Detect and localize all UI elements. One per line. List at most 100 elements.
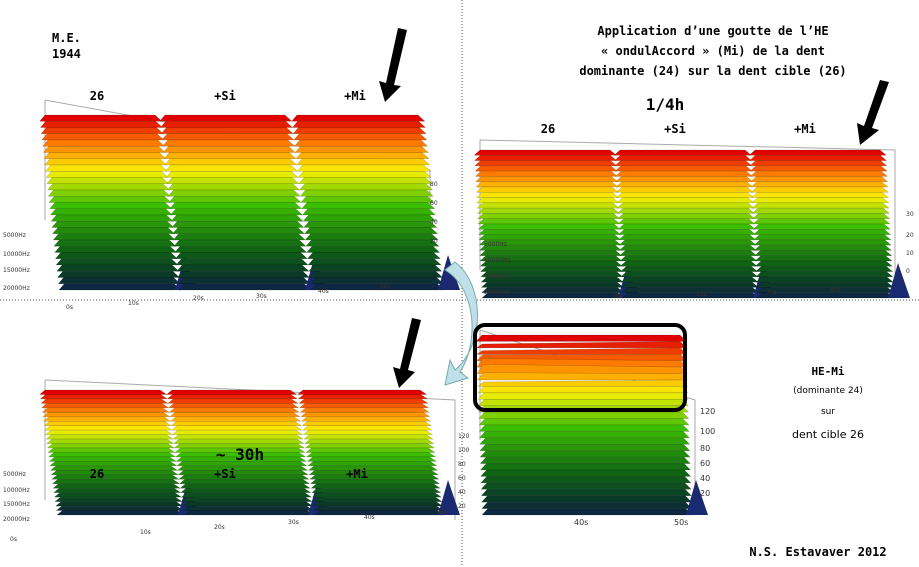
freq-tick: 10000Hz [3, 487, 30, 494]
strip [41, 407, 170, 413]
spectrogram-hump [291, 114, 460, 291]
strip [621, 292, 760, 299]
strip [749, 160, 888, 167]
strip [309, 277, 444, 284]
strip [49, 208, 173, 216]
strip [310, 483, 441, 489]
curved-arrow [444, 261, 478, 386]
highlight-box [473, 323, 687, 412]
z-tick: 60 [430, 200, 438, 207]
strip [54, 496, 183, 502]
strip [618, 244, 757, 251]
strip [42, 139, 166, 147]
strip [46, 443, 176, 449]
strip [313, 501, 444, 507]
strip [297, 389, 428, 395]
strip [306, 452, 437, 458]
time-tick: 40s [830, 287, 841, 294]
strip [755, 266, 894, 272]
strip [162, 139, 296, 147]
time-label: 1/4h [646, 95, 685, 114]
strip [39, 389, 168, 395]
strip [58, 283, 182, 291]
strip [307, 461, 438, 467]
time-tick: 10s [612, 293, 623, 300]
time-tick: 50s [436, 509, 447, 516]
z-tick: 40 [430, 219, 438, 226]
strip [45, 171, 169, 178]
strip [174, 246, 308, 253]
strip [301, 421, 432, 426]
strip [169, 416, 302, 422]
strip [305, 239, 440, 247]
freq-tick: 15000Hz [484, 273, 511, 280]
plots [39, 99, 910, 520]
strip [750, 176, 889, 182]
strip [301, 202, 436, 209]
strip [293, 133, 428, 141]
strip [170, 421, 302, 426]
strip [752, 223, 891, 230]
strip [477, 213, 621, 219]
footer: N.S. Estavaver 2012 [749, 545, 886, 559]
strip [481, 508, 693, 516]
time-tick: 0s [10, 536, 17, 543]
strip [44, 425, 173, 431]
strip [753, 229, 892, 235]
strip [48, 196, 172, 203]
strip [169, 412, 301, 417]
strip [474, 155, 618, 161]
time-tick: 20s [696, 291, 707, 298]
strip [178, 479, 311, 484]
strip [615, 176, 754, 182]
spectrogram-hump [475, 334, 708, 516]
strip [39, 121, 163, 128]
freq-tick: 10000Hz [3, 251, 30, 258]
strip [481, 501, 693, 509]
time-tick: 50s [380, 284, 391, 291]
freq-tick: 5000Hz [3, 471, 26, 478]
strip [620, 266, 759, 272]
strip [176, 264, 310, 272]
strip [312, 496, 443, 502]
strip [619, 250, 758, 256]
strip [299, 183, 434, 191]
strip [616, 192, 755, 198]
strip [474, 170, 618, 177]
strip [52, 483, 181, 489]
note-line: HE-Mi [811, 365, 844, 378]
time-label: ~ 30h [216, 445, 264, 464]
strip [180, 492, 313, 498]
strip [477, 392, 689, 400]
time-tick: 20s [214, 524, 225, 531]
freq-tick: 5000Hz [3, 232, 26, 239]
strip [480, 476, 692, 484]
column-label: +Mi [794, 122, 816, 136]
strip [48, 456, 177, 462]
strip [307, 258, 442, 266]
title-line: « ondulAccord » (Mi) de la dent [601, 44, 825, 58]
strip [614, 165, 753, 172]
time-tick: 30s [288, 519, 299, 526]
strip [308, 470, 439, 476]
strip [177, 470, 309, 476]
time-tick: 50s [674, 518, 688, 527]
strip [159, 121, 293, 128]
freq-tick: 15000Hz [3, 267, 30, 274]
strip [302, 429, 434, 435]
freq-tick: 5000Hz [484, 241, 507, 248]
strip [44, 429, 174, 435]
strip [311, 492, 443, 498]
strip [314, 510, 445, 516]
strip [55, 258, 179, 266]
strip [615, 181, 754, 188]
strip [165, 171, 299, 178]
strip [41, 133, 165, 141]
strip [300, 196, 435, 203]
time-tick: 10s [128, 300, 139, 307]
strip [50, 465, 179, 471]
strip [168, 196, 302, 203]
strip [308, 264, 443, 272]
strip [53, 492, 183, 498]
strip [297, 171, 432, 178]
